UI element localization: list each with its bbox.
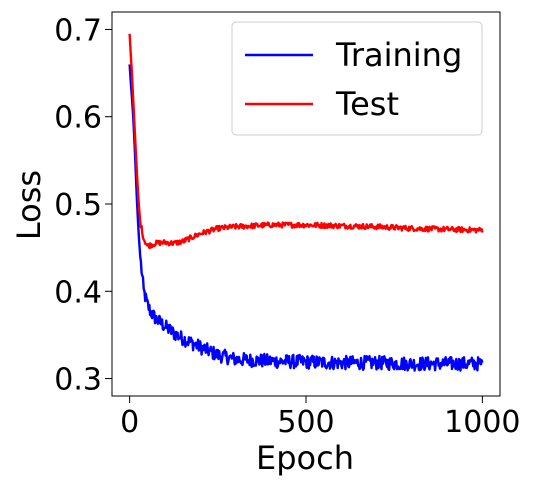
series-layer [128, 33, 484, 372]
legend-box [231, 21, 483, 136]
y-tick-label: 0.4 [54, 275, 102, 310]
series-line-test [128, 33, 484, 250]
x-tick-label: 500 [277, 405, 334, 440]
y-tick-label: 0.3 [54, 363, 102, 398]
series-line-training [128, 64, 484, 372]
x-axis-label: Epoch [256, 439, 354, 477]
y-tick-label: 0.5 [54, 188, 102, 223]
x-tick-label: 0 [120, 405, 139, 440]
legend-label-training: Training [335, 36, 462, 74]
y-tick-label: 0.7 [54, 13, 102, 48]
y-tick-label: 0.6 [54, 101, 102, 136]
x-tick-label: 1000 [444, 405, 520, 440]
y-axis-label: Loss [10, 170, 48, 240]
axes-layer: 0 500 1000 0.3 0.4 0.5 0.6 0.7 [54, 11, 521, 440]
legend-label-test: Test [335, 85, 399, 123]
legend: Training Test [231, 21, 483, 136]
